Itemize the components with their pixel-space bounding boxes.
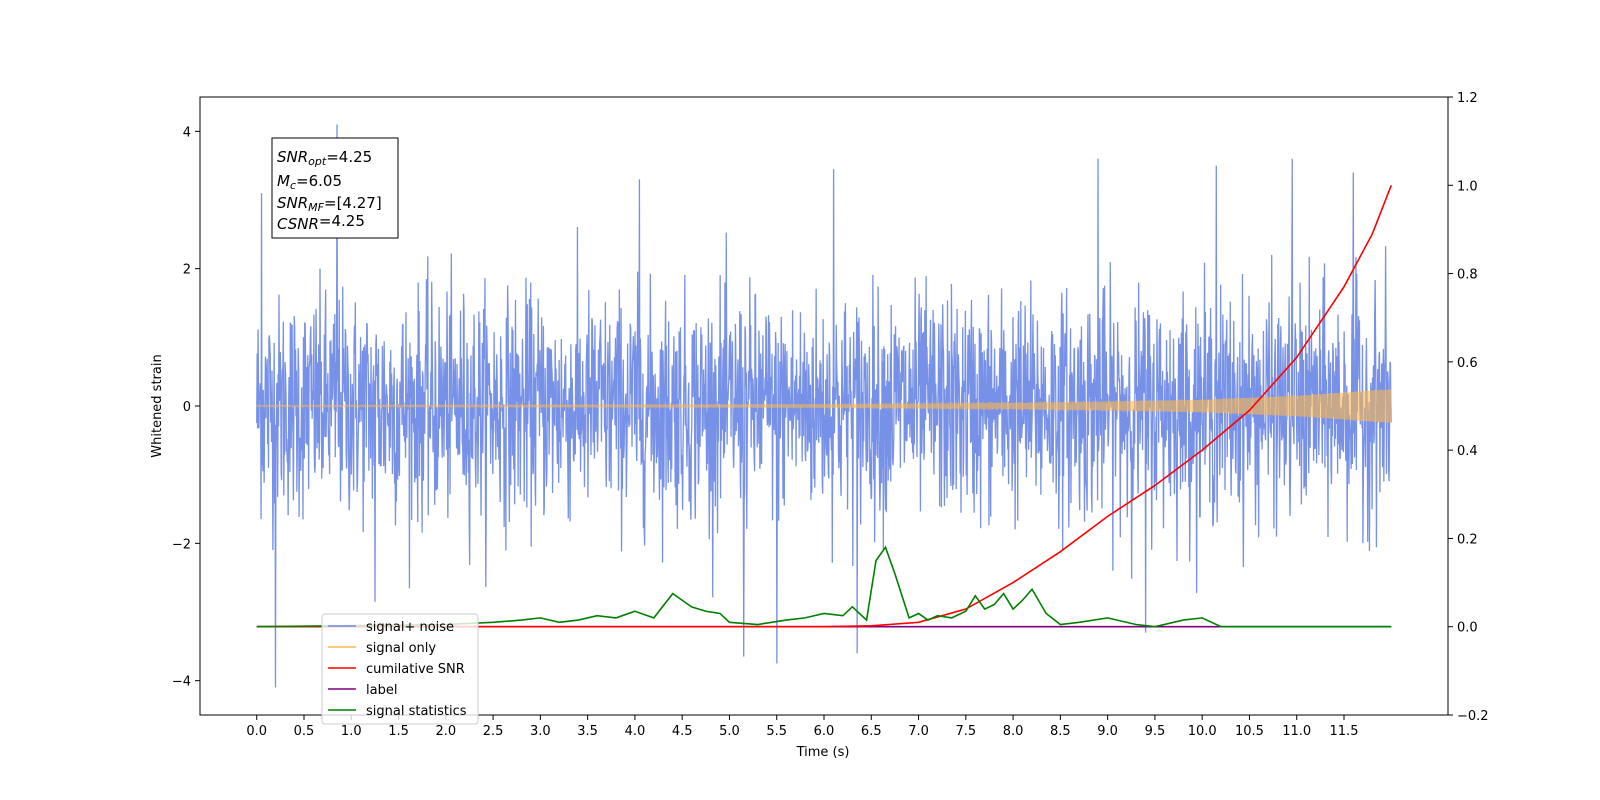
y2-tick-label: 0.2 [1457,532,1478,547]
x-tick-label: 11.0 [1282,724,1311,739]
x-tick-label: 0.5 [294,724,315,739]
y2-tick-label: 0.0 [1457,621,1478,636]
series-signal-noise [256,124,1392,688]
x-tick-label: 1.0 [341,724,362,739]
y-tick-label: 2 [183,263,191,278]
x-tick-label: 4.5 [672,724,693,739]
y2-tick-label: 0.6 [1457,356,1478,371]
annotation-box: SNRopt=4.25 Mc=6.05 SNRMF=[4.27] CSNR=4.… [271,137,399,239]
x-tick-label: 8.0 [1003,724,1024,739]
x-tick-label: 7.5 [955,724,976,739]
y2-tick-label: −0.2 [1457,709,1489,724]
annotation-line-1: SNRopt=4.25 [277,148,372,168]
x-tick-label: 0.0 [246,724,267,739]
legend-label-cumulative-snr: cumilative SNR [366,662,465,677]
y-tick-label: −2 [172,537,191,552]
legend-label-signal-noise: signal+ noise [366,620,454,635]
x-tick-label: 5.0 [719,724,740,739]
y2-tick-label: 1.0 [1457,179,1478,194]
x-tick-label: 8.5 [1050,724,1071,739]
y-axis: −4 −2 0 2 4 [172,125,200,690]
y2-tick-label: 0.8 [1457,268,1478,283]
x-tick-label: 9.0 [1097,724,1118,739]
annotation-line-3: SNRMF=[4.27] [277,194,382,214]
y-tick-label: 0 [183,400,191,415]
legend-label-label: label [366,683,397,698]
x-tick-label: 2.0 [435,724,456,739]
x-tick-label: 10.0 [1188,724,1217,739]
annotation-frame [271,137,399,239]
x-axis-label: Time (s) [796,745,850,760]
x-tick-label: 5.5 [766,724,787,739]
legend-label-signal-only: signal only [366,641,436,656]
x-tick-label: 6.5 [861,724,882,739]
y2-tick-label: 0.4 [1457,444,1478,459]
y-tick-label: 4 [183,125,191,140]
x-tick-label: 11.5 [1330,724,1359,739]
series-cumulative-snr [256,184,1393,628]
annotation-line-4: CSNR=4.25 [277,212,365,233]
x-tick-label: 6.0 [814,724,835,739]
y2-tick-label: 1.2 [1457,91,1478,106]
x-tick-label: 3.5 [577,724,598,739]
x-tick-label: 1.5 [388,724,409,739]
legend-label-signal-statistics: signal statistics [366,704,467,719]
annotation-line-2: Mc=6.05 [277,172,342,192]
legend-box [321,613,479,725]
x-tick-label: 10.5 [1235,724,1264,739]
x-tick-label: 4.0 [625,724,646,739]
x-tick-label: 2.5 [483,724,504,739]
legend: signal+ noise signal only cumilative SNR… [321,613,479,725]
x-tick-label: 7.0 [908,724,929,739]
series-signal-only [256,388,1392,424]
y2-axis: −0.2 0.0 0.2 0.4 0.6 0.8 1.0 1.2 [1448,91,1489,724]
x-tick-label: 3.0 [530,724,551,739]
series-signal-statistics [256,545,1392,628]
y-axis-label: Whitened strain [150,354,165,457]
x-tick-label: 9.5 [1145,724,1166,739]
x-axis: 0.0 0.5 1.0 1.5 2.0 2.5 3.0 3.5 4.0 4.5 5.0 5.5 6.0 6… [246,715,1358,739]
y-tick-label: −4 [172,675,191,690]
